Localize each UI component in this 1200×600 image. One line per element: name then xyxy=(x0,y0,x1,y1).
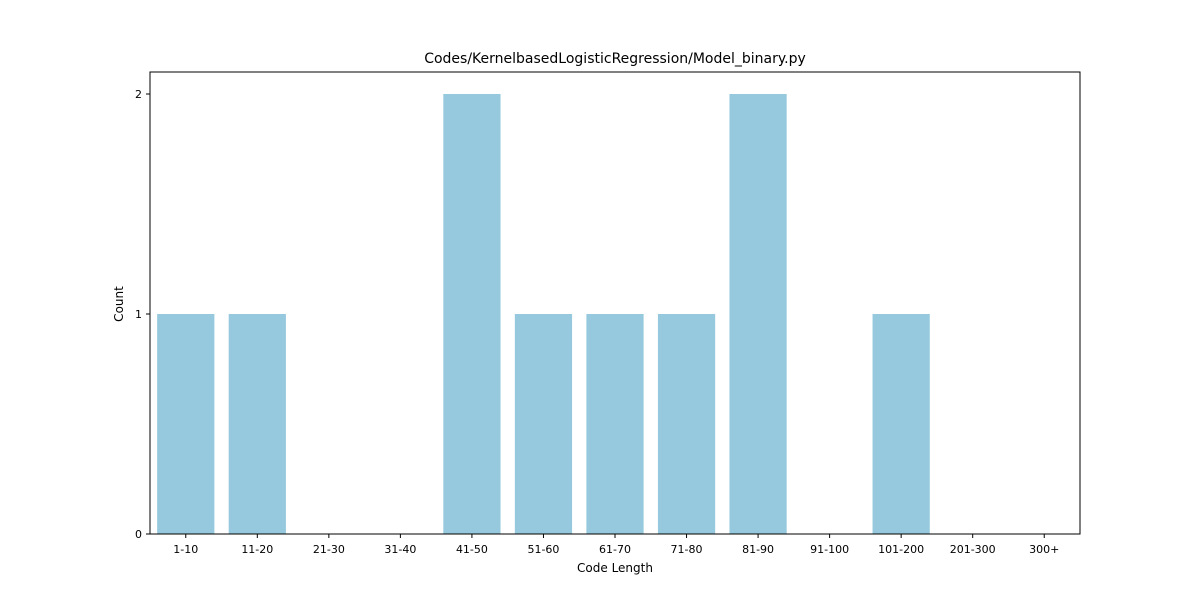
x-axis-label: Code Length xyxy=(577,561,653,575)
x-tick-label: 31-40 xyxy=(384,543,416,556)
y-axis-ticks: 0 1 2 xyxy=(135,88,150,541)
x-tick-label: 101-200 xyxy=(878,543,924,556)
x-tick-label: 201-300 xyxy=(950,543,996,556)
x-tick-label: 21-30 xyxy=(313,543,345,556)
bar-41-50 xyxy=(443,94,501,534)
x-tick-label: 71-80 xyxy=(671,543,703,556)
x-tick-label: 11-20 xyxy=(241,543,273,556)
x-tick-label: 1-10 xyxy=(173,543,198,556)
x-tick-label: 91-100 xyxy=(810,543,849,556)
x-axis-ticks: 1-10 11-20 21-30 31-40 41-50 51-60 61-70 71-80 8… xyxy=(173,534,1059,556)
y-tick-label: 0 xyxy=(135,528,142,541)
bar-81-90 xyxy=(729,94,787,534)
bar-1-10 xyxy=(157,314,215,534)
x-tick-label: 61-70 xyxy=(599,543,631,556)
x-tick-label: 51-60 xyxy=(527,543,559,556)
chart-title: Codes/KernelbasedLogisticRegression/Mode… xyxy=(424,51,806,67)
bar-101-200 xyxy=(872,314,930,534)
x-tick-label: 81-90 xyxy=(742,543,774,556)
bar-11-20 xyxy=(228,314,286,534)
y-tick-label: 1 xyxy=(135,308,142,321)
bar-71-80 xyxy=(657,314,716,534)
plot-frame xyxy=(149,71,1081,535)
bar-51-60 xyxy=(514,314,573,534)
y-axis-label: Count xyxy=(112,286,126,322)
x-tick-label: 41-50 xyxy=(456,543,488,556)
y-tick-label: 2 xyxy=(135,88,142,101)
x-tick-label: 300+ xyxy=(1029,543,1059,556)
bars-group xyxy=(157,94,930,534)
bar-61-70 xyxy=(586,314,644,534)
